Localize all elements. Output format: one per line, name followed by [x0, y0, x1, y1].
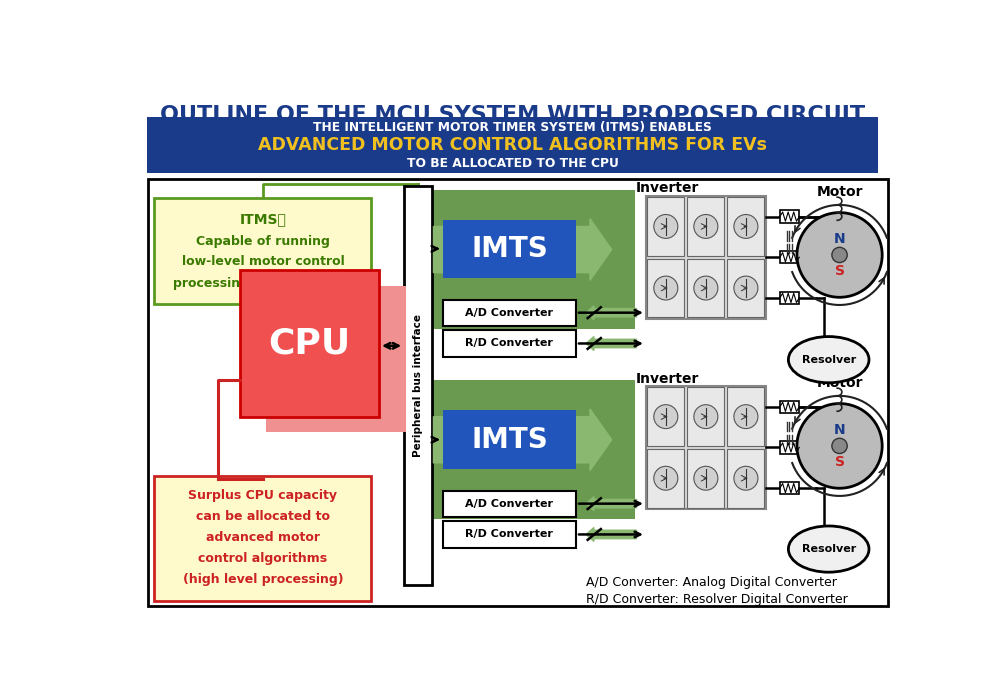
Bar: [404, 186, 432, 584]
Text: A/D Converter: Analog Digital Converter: A/D Converter: Analog Digital Converter: [586, 575, 837, 589]
FancyArrow shape: [586, 497, 637, 510]
Text: S: S: [835, 455, 845, 469]
Bar: [727, 387, 764, 446]
Circle shape: [694, 405, 718, 428]
Circle shape: [832, 247, 847, 262]
Bar: [443, 522, 576, 547]
Text: Inverter: Inverter: [636, 181, 699, 195]
Bar: [687, 259, 724, 317]
Ellipse shape: [788, 526, 869, 572]
Text: processing autonomously: processing autonomously: [173, 276, 353, 290]
Text: ADVANCED MOTOR CONTROL ALGORITHMS FOR EVs: ADVANCED MOTOR CONTROL ALGORITHMS FOR EV…: [258, 136, 767, 154]
Circle shape: [734, 405, 758, 428]
Circle shape: [734, 466, 758, 490]
Circle shape: [694, 276, 718, 300]
Bar: [443, 410, 576, 469]
Bar: [647, 197, 684, 256]
Circle shape: [654, 214, 678, 239]
Circle shape: [694, 466, 718, 490]
Circle shape: [654, 276, 678, 300]
Circle shape: [797, 213, 882, 298]
Text: low-level motor control: low-level motor control: [182, 255, 344, 267]
Bar: [443, 491, 576, 517]
Bar: [780, 251, 799, 263]
Text: N: N: [834, 423, 845, 437]
FancyArrow shape: [433, 409, 612, 470]
Text: Surplus CPU capacity: Surplus CPU capacity: [188, 489, 337, 503]
FancyArrow shape: [586, 528, 637, 541]
Bar: [443, 300, 576, 326]
Text: CPU: CPU: [268, 326, 351, 361]
Text: Resolver: Resolver: [802, 544, 856, 554]
Bar: [780, 400, 799, 413]
Text: IMTS: IMTS: [471, 426, 548, 454]
Circle shape: [797, 403, 882, 489]
Bar: [647, 259, 684, 317]
Bar: [433, 190, 635, 329]
Text: THE INTELLIGENT MOTOR TIMER SYSTEM (ITMS) ENABLES: THE INTELLIGENT MOTOR TIMER SYSTEM (ITMS…: [313, 120, 712, 134]
Text: TO BE ALLOCATED TO THE CPU: TO BE ALLOCATED TO THE CPU: [407, 158, 618, 170]
Bar: [266, 286, 406, 432]
Bar: [647, 387, 684, 446]
Circle shape: [734, 214, 758, 239]
Text: advanced motor: advanced motor: [206, 531, 320, 544]
Circle shape: [832, 438, 847, 454]
Text: Capable of running: Capable of running: [196, 234, 330, 248]
Bar: [727, 197, 764, 256]
Text: (high level processing): (high level processing): [183, 573, 343, 586]
Bar: [687, 197, 724, 256]
Text: S: S: [835, 264, 845, 278]
Ellipse shape: [788, 337, 869, 383]
FancyArrow shape: [433, 218, 612, 281]
Circle shape: [654, 405, 678, 428]
Text: R/D Converter: R/D Converter: [465, 529, 553, 540]
FancyBboxPatch shape: [154, 476, 371, 601]
Bar: [443, 220, 576, 278]
Text: can be allocated to: can be allocated to: [196, 510, 330, 523]
Bar: [646, 386, 766, 509]
Text: IMTS: IMTS: [471, 234, 548, 262]
FancyArrow shape: [586, 306, 637, 320]
Text: A/D Converter: A/D Converter: [465, 308, 553, 318]
Bar: [647, 449, 684, 507]
Text: R/D Converter: R/D Converter: [465, 339, 553, 349]
Bar: [443, 330, 576, 356]
Bar: [433, 381, 635, 519]
Text: control algorithms: control algorithms: [198, 552, 328, 565]
Text: Motor: Motor: [816, 376, 863, 390]
Text: ITMS：: ITMS：: [240, 212, 286, 226]
Bar: [687, 387, 724, 446]
Text: R/D Converter: Resolver Digital Converter: R/D Converter: Resolver Digital Converte…: [586, 594, 848, 606]
Bar: [780, 292, 799, 304]
Text: A/D Converter: A/D Converter: [465, 498, 553, 509]
Text: N: N: [834, 232, 845, 246]
Text: OUTLINE OF THE MCU SYSTEM WITH PROPOSED CIRCUIT: OUTLINE OF THE MCU SYSTEM WITH PROPOSED …: [160, 105, 865, 125]
Text: Resolver: Resolver: [802, 355, 856, 365]
Circle shape: [734, 276, 758, 300]
Bar: [147, 117, 878, 173]
Bar: [780, 441, 799, 454]
Bar: [646, 195, 766, 318]
FancyArrow shape: [586, 337, 637, 351]
Circle shape: [654, 466, 678, 490]
Bar: [240, 270, 379, 416]
Bar: [780, 211, 799, 223]
Bar: [780, 482, 799, 494]
Text: Inverter: Inverter: [636, 372, 699, 386]
FancyBboxPatch shape: [154, 198, 371, 304]
Text: Motor: Motor: [816, 185, 863, 199]
Bar: [148, 178, 888, 606]
Text: Peripheral bus interface: Peripheral bus interface: [413, 314, 423, 456]
Bar: [727, 259, 764, 317]
Bar: [727, 449, 764, 507]
Circle shape: [694, 214, 718, 239]
Bar: [687, 449, 724, 507]
